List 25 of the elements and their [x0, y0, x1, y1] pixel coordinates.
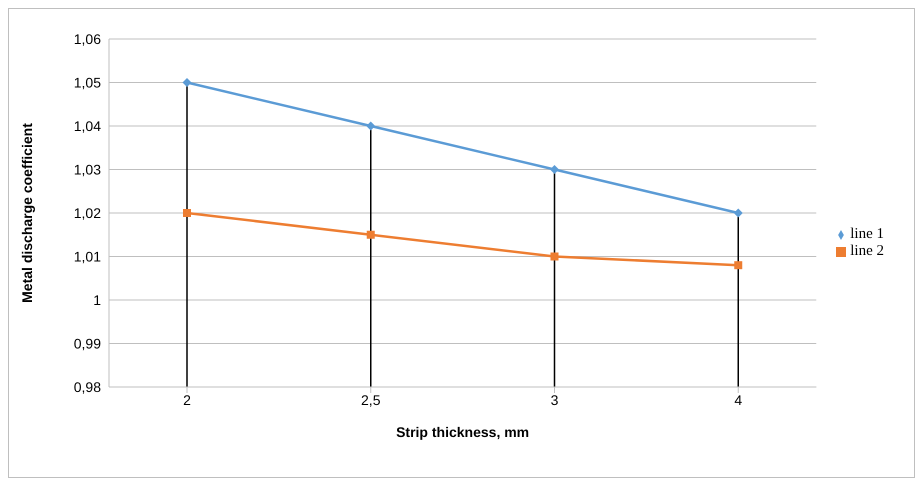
point: [183, 209, 191, 217]
x-tick-label: 2: [183, 392, 192, 408]
y-tick-label: 1,02: [74, 204, 102, 221]
x-tick-label: 3: [550, 392, 559, 408]
point: [550, 165, 559, 174]
y-tick-label: 1,05: [74, 74, 102, 90]
y-tick-label: 1,03: [74, 161, 102, 178]
point: [366, 122, 376, 130]
legend-label: line 2: [850, 243, 884, 259]
point: [734, 261, 742, 270]
point: [182, 78, 192, 87]
point: [550, 252, 558, 260]
y-tick-label: 1: [93, 292, 102, 308]
x-tick-label: 4: [734, 392, 742, 408]
y-tick-label: 0,99: [74, 335, 102, 352]
y-tick-label: 1,06: [74, 30, 102, 47]
point: [366, 230, 375, 239]
point: [734, 208, 743, 218]
y-tick-label: 0,98: [74, 378, 102, 395]
x-axis-title: Strip thickness, mm: [396, 424, 530, 440]
y-tick-label: 1,01: [74, 248, 102, 264]
x-tick-label: 2,5: [361, 392, 381, 408]
y-axis-title: Metal discharge coefficient: [18, 122, 35, 303]
legend-label: line 1: [850, 226, 884, 242]
y-tick-label: 1,04: [74, 118, 102, 134]
